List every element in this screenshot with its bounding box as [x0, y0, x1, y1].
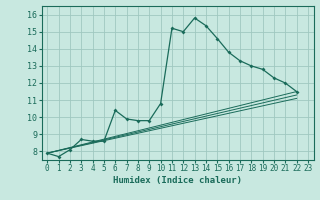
X-axis label: Humidex (Indice chaleur): Humidex (Indice chaleur)	[113, 176, 242, 185]
